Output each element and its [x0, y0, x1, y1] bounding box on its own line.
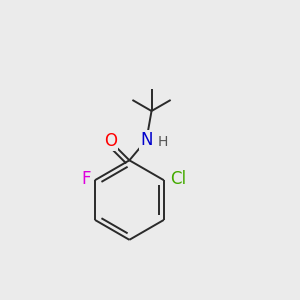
- Text: F: F: [81, 170, 91, 188]
- Text: H: H: [158, 135, 168, 149]
- Text: N: N: [140, 131, 153, 149]
- Text: Cl: Cl: [170, 170, 187, 188]
- Text: O: O: [104, 132, 117, 150]
